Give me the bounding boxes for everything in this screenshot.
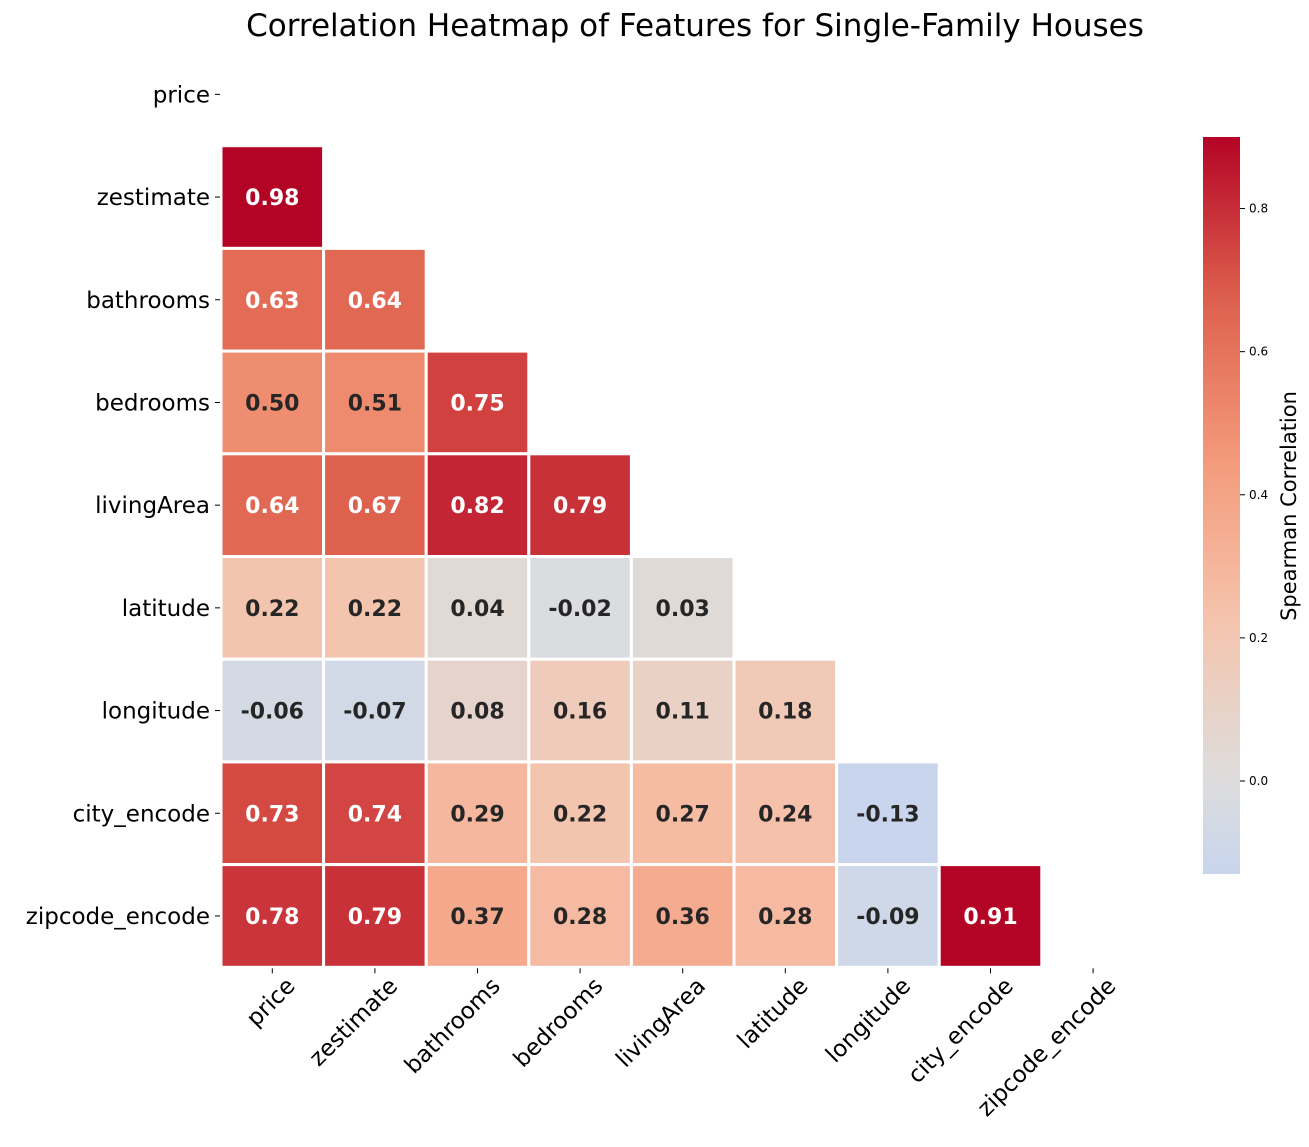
cell-value-label: 0.27 (656, 802, 710, 827)
heatmap-cell-zipcode_encode-price (219, 863, 326, 969)
heatmap-cell-city_encode-price (219, 760, 326, 867)
cell-value-label: 0.24 (758, 802, 812, 827)
cell-value-label: -0.09 (856, 905, 919, 930)
x-tick-label-bedrooms: bedrooms (509, 973, 609, 1073)
cell-value-label: 0.50 (245, 391, 299, 416)
colorbar-tick-label: 0.8 (1249, 202, 1268, 216)
heatmap-cell-bedrooms-bathrooms (424, 349, 531, 456)
cell-value-label: 0.18 (758, 700, 812, 725)
heatmap-cell-bathrooms-price (219, 246, 326, 353)
y-tick-label-latitude: latitude (122, 596, 210, 622)
cell-value-label: 0.79 (553, 494, 607, 519)
chart-title: Correlation Heatmap of Features for Sing… (246, 8, 1144, 44)
x-tick-label-city_encode: city_encode (903, 973, 1019, 1089)
cell-value-label: 0.51 (348, 391, 402, 416)
cell-value-label: 0.98 (245, 186, 299, 211)
heatmap-cell-city_encode-zestimate (322, 760, 428, 867)
cell-value-label: 0.11 (656, 700, 710, 725)
heatmap-cell-latitude-bedrooms (527, 555, 633, 661)
heatmap-cell-longitude-zestimate (322, 657, 428, 764)
cell-value-label: 0.74 (348, 802, 402, 827)
y-tick-label-bedrooms: bedrooms (95, 390, 210, 416)
heatmap-cells: 0.98 0.63 0.64 0.50 0.51 0.75 0.64 0.67 0.82 0.79… (219, 144, 1044, 969)
cell-value-label: -0.13 (856, 802, 919, 827)
colorbar-gradient (1203, 137, 1240, 874)
heatmap-cell-longitude-livingArea (629, 657, 736, 764)
cell-value-label: 0.29 (450, 802, 504, 827)
colorbar-tick-label: 0.2 (1249, 631, 1268, 645)
colorbar: 0.0 0.2 0.4 0.6 0.8 Spearman Correlation (1203, 137, 1301, 874)
heatmap-cell-longitude-latitude (732, 657, 839, 764)
cell-value-label: 0.37 (450, 905, 504, 930)
cell-value-label: 0.67 (348, 494, 402, 519)
x-tick-label-longitude: longitude (821, 973, 916, 1068)
cell-value-label: -0.06 (241, 700, 304, 725)
heatmap-cell-zipcode_encode-longitude (835, 863, 941, 969)
cell-value-label: 0.79 (348, 905, 402, 930)
x-tick-label-bathrooms: bathrooms (400, 973, 506, 1079)
y-axis-labels: price zestimate bathrooms bedrooms livingAre… (26, 82, 220, 930)
cell-value-label: 0.04 (450, 597, 504, 622)
cell-value-label: 0.73 (245, 802, 299, 827)
heatmap-cell-livingArea-bedrooms (527, 452, 633, 558)
cell-value-label: 0.22 (553, 802, 607, 827)
cell-value-label: 0.64 (245, 494, 299, 519)
y-tick-label-livingArea: livingArea (95, 493, 210, 519)
y-tick-label-longitude: longitude (102, 699, 210, 725)
x-tick-label-price: price (242, 973, 301, 1032)
heatmap-cell-zipcode_encode-bathrooms (424, 863, 531, 969)
y-tick-label-city_encode: city_encode (73, 801, 210, 827)
y-tick-label-zestimate: zestimate (97, 185, 210, 211)
y-tick-label-bathrooms: bathrooms (86, 288, 210, 314)
cell-value-label: 0.75 (450, 391, 504, 416)
cell-value-label: -0.07 (343, 700, 406, 725)
colorbar-tick-label: 0.4 (1249, 488, 1268, 502)
cell-value-label: 0.22 (348, 597, 402, 622)
colorbar-tick-label: 0.0 (1249, 774, 1268, 788)
colorbar-tick-label: 0.6 (1249, 345, 1268, 359)
cell-value-label: -0.02 (548, 597, 611, 622)
x-tick-label-latitude: latitude (733, 973, 814, 1054)
cell-value-label: 0.03 (656, 597, 710, 622)
heatmap-cell-zestimate-price (219, 144, 326, 250)
cell-value-label: 0.28 (758, 905, 812, 930)
heatmap-cell-city_encode-latitude (732, 760, 839, 867)
cell-value-label: 0.22 (245, 597, 299, 622)
cell-value-label: 0.64 (348, 289, 402, 314)
colorbar-ticks: 0.0 0.2 0.4 0.6 0.8 (1240, 202, 1268, 788)
heatmap-cell-latitude-zestimate (322, 555, 428, 661)
cell-value-label: 0.82 (450, 494, 504, 519)
heatmap-cell-livingArea-zestimate (322, 452, 428, 558)
y-tick-label-price: price (153, 82, 210, 108)
x-tick-label-livingArea: livingArea (611, 973, 711, 1073)
heatmap-cell-longitude-price (219, 657, 326, 764)
heatmap-cell-longitude-bathrooms (424, 657, 531, 764)
heatmap-cell-zipcode_encode-latitude (732, 863, 839, 969)
x-tick-label-zestimate: zestimate (305, 973, 403, 1071)
cell-value-label: 0.91 (963, 905, 1017, 930)
y-tick-label-zipcode_encode: zipcode_encode (26, 904, 210, 930)
heatmap-cell-zipcode_encode-city_encode (937, 863, 1044, 969)
cell-value-label: 0.16 (553, 700, 607, 725)
cell-value-label: 0.28 (553, 905, 607, 930)
heatmap-cell-longitude-bedrooms (527, 657, 633, 764)
cell-value-label: 0.63 (245, 289, 299, 314)
colorbar-label: Spearman Correlation (1277, 391, 1301, 621)
cell-value-label: 0.08 (450, 700, 504, 725)
cell-value-label: 0.36 (656, 905, 710, 930)
cell-value-label: 0.78 (245, 905, 299, 930)
